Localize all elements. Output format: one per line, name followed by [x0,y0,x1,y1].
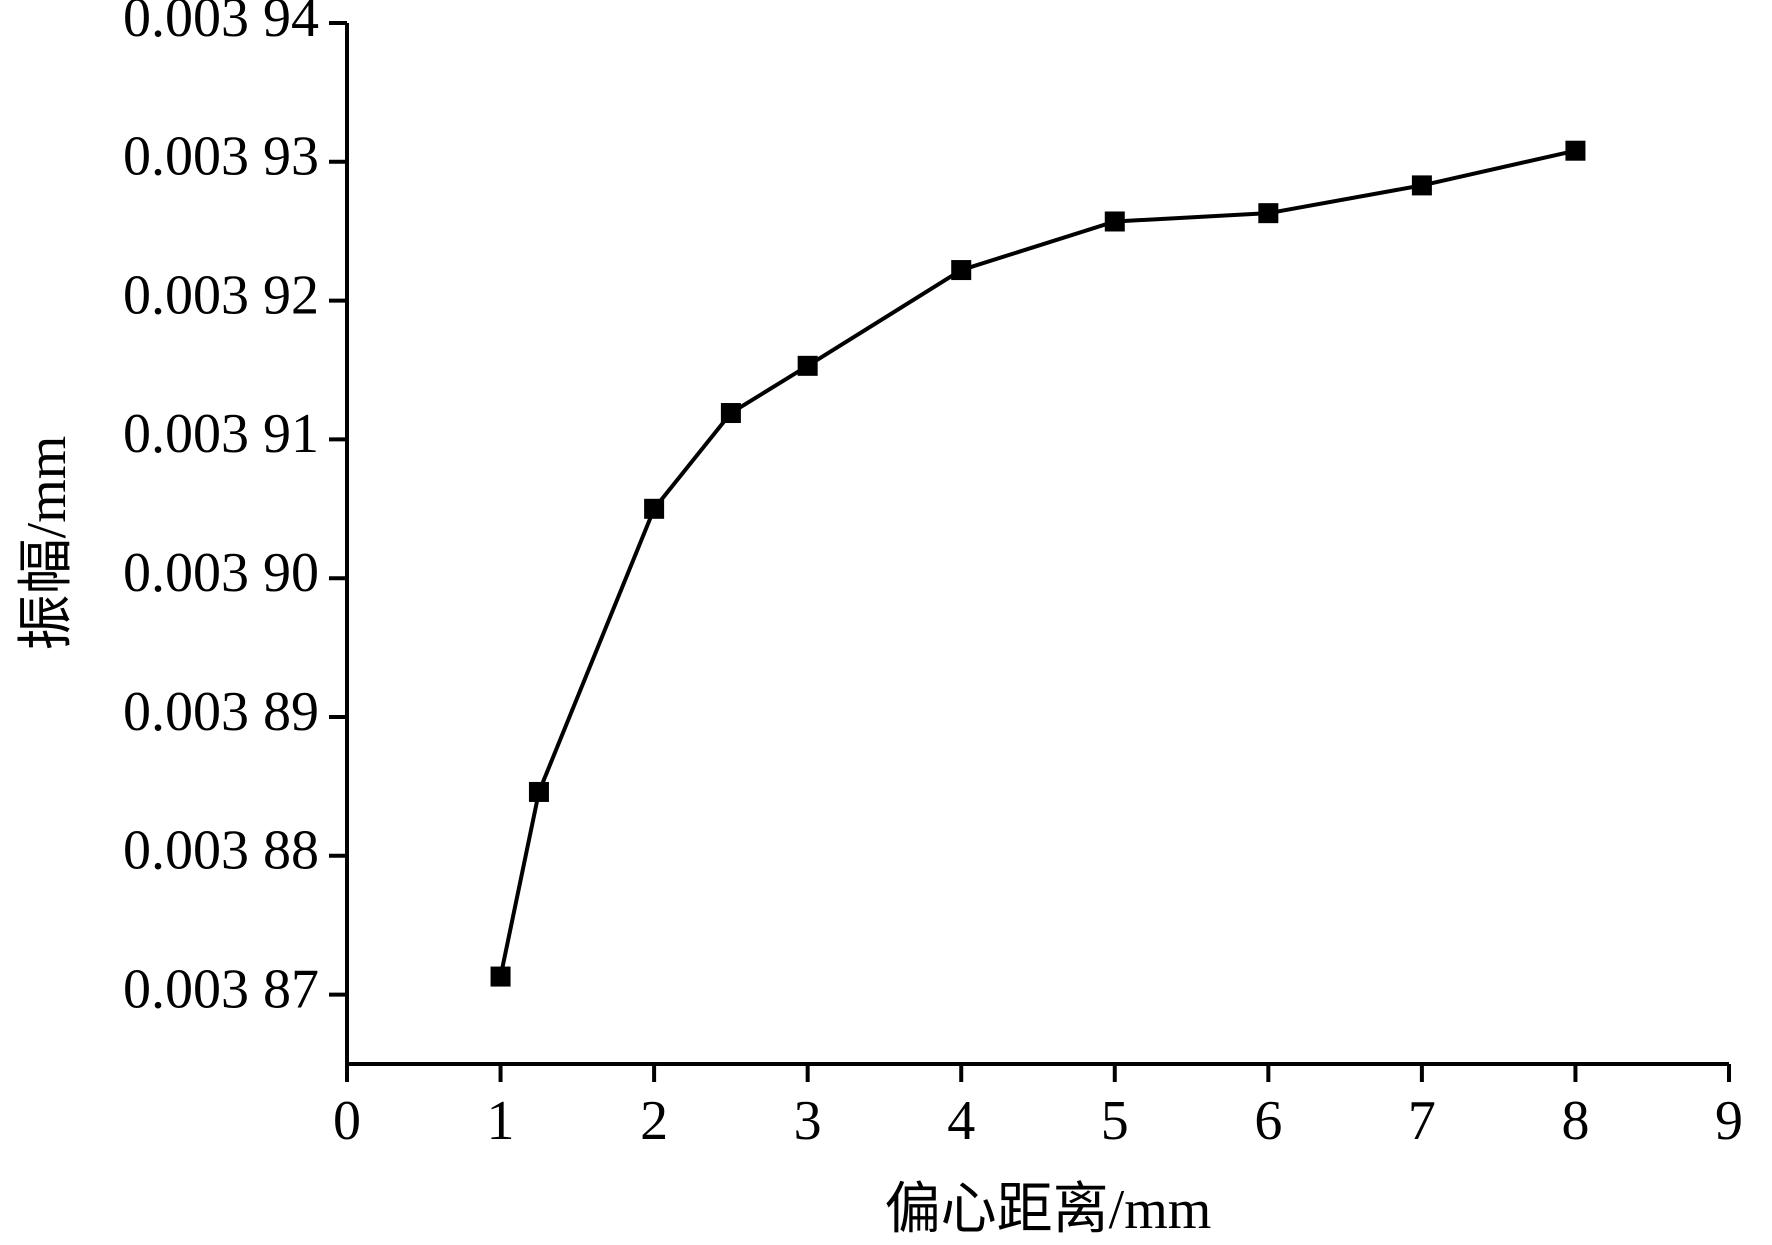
y-tick-label: 0.003 88 [123,820,319,882]
y-tick-label: 0.003 92 [123,264,319,326]
y-tick-label: 0.003 89 [123,681,319,743]
x-axis-label: 偏心距离/mm [885,1179,1212,1241]
x-tick-label: 6 [1254,1090,1282,1152]
data-point [528,781,549,802]
data-point [797,355,818,376]
x-tick-label: 0 [333,1090,361,1152]
data-line [498,148,1576,977]
x-tick-label: 4 [947,1090,975,1152]
data-point [1411,175,1432,196]
x-tick-label: 1 [487,1090,515,1152]
data-point [644,498,665,519]
data-point [1104,211,1125,232]
x-tick-label: 3 [794,1090,822,1152]
y-tick-label: 0.003 90 [123,542,319,604]
x-tick-label: 9 [1715,1090,1743,1152]
data-point [1565,140,1586,161]
data-point [951,260,972,281]
y-tick-label: 0.003 87 [123,958,319,1020]
data-point [490,966,511,987]
y-tick-label: 0.003 93 [123,126,319,188]
x-tick-label: 8 [1561,1090,1589,1152]
y-tick-label: 0.003 91 [123,403,319,465]
data-point [720,403,741,424]
y-tick-label: 0.003 94 [123,0,319,49]
x-tick-label: 7 [1408,1090,1436,1152]
data-point [1258,203,1279,224]
x-tick-label: 2 [640,1090,668,1152]
x-tick-label: 5 [1101,1090,1129,1152]
y-axis-label: 振幅/mm [16,436,78,651]
